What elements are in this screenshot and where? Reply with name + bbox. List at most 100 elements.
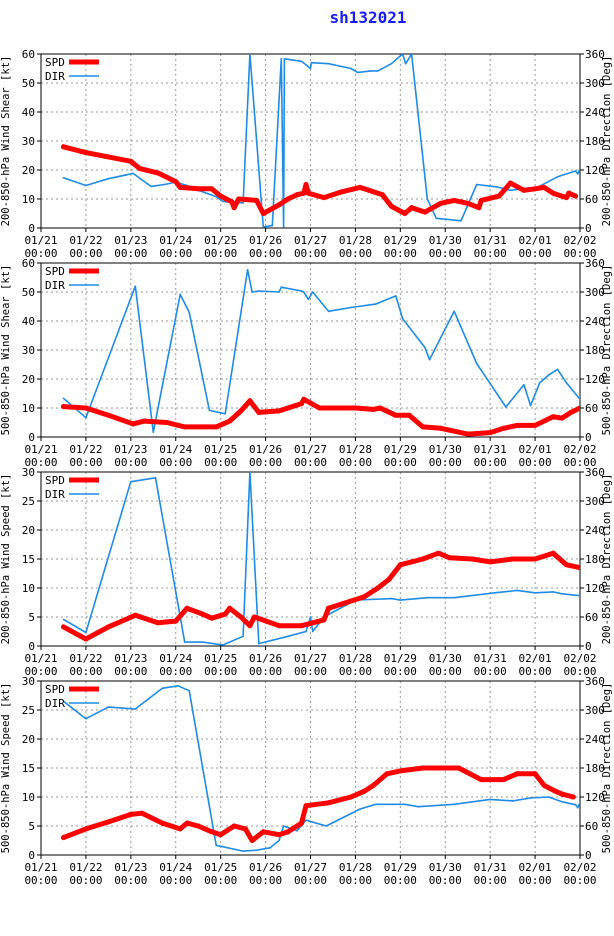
dir-point — [242, 850, 244, 852]
spd-point — [487, 430, 493, 436]
spd-point — [541, 782, 547, 788]
dir-point — [309, 616, 312, 618]
dir-point — [356, 71, 359, 74]
x-tick-time-label: 00:00 — [159, 665, 192, 678]
y-tick-label: 20 — [22, 733, 35, 746]
spd-point — [388, 203, 394, 209]
spd-point — [60, 404, 66, 410]
dir-point — [258, 642, 260, 645]
dir-point — [475, 362, 478, 365]
spd-point — [251, 614, 257, 620]
x-tick-date-label: 01/29 — [384, 861, 417, 874]
spd-point — [532, 771, 538, 777]
x-tick-date-label: 01/21 — [24, 443, 57, 456]
dir-point — [302, 291, 305, 293]
dir-point — [505, 406, 507, 408]
y-tick-label: 10 — [22, 791, 35, 804]
spd-point — [397, 768, 403, 774]
y2-tick-label: 360 — [585, 48, 605, 61]
legend-spd-label: SPD — [45, 265, 65, 278]
spd-point — [420, 424, 426, 430]
spd-point — [238, 408, 244, 414]
dir-point — [258, 290, 260, 292]
spd-point — [184, 820, 190, 826]
dir-point — [246, 268, 249, 271]
x-tick-time-label: 00:00 — [294, 874, 327, 887]
spd-point — [83, 150, 89, 156]
dir-point — [208, 409, 211, 412]
spd-point — [550, 550, 556, 556]
dir-point — [134, 285, 137, 288]
spd-point — [209, 615, 215, 621]
dir-point — [390, 62, 393, 65]
y2-tick-label: 180 — [585, 135, 605, 148]
spd-point — [386, 576, 392, 582]
spd-point — [218, 832, 224, 838]
spd-point — [303, 182, 309, 187]
dir-point — [377, 70, 379, 72]
spd-point — [436, 550, 442, 556]
x-tick-time-label: 00:00 — [24, 665, 57, 678]
dir-point — [85, 416, 87, 419]
x-tick-time-label: 00:00 — [339, 456, 372, 469]
spd-point — [465, 200, 471, 206]
x-tick-date-label: 01/21 — [24, 861, 57, 874]
y-tick-label: 15 — [22, 553, 35, 566]
legend-dir-label: DIR — [45, 488, 65, 501]
dir-point — [426, 198, 429, 200]
dir-point — [309, 67, 312, 70]
y-tick-label: 30 — [22, 466, 35, 479]
dir-point — [460, 219, 462, 222]
y2-tick-label: 360 — [585, 257, 605, 270]
y-tick-label: 10 — [22, 193, 35, 206]
spd-point — [299, 401, 305, 407]
x-tick-date-label: 01/24 — [159, 443, 192, 456]
x-tick-time-label: 00:00 — [204, 247, 237, 260]
x-tick-time-label: 00:00 — [339, 247, 372, 260]
dir-point — [404, 62, 407, 65]
spd-point — [128, 158, 134, 164]
spd-point — [339, 189, 345, 195]
x-tick-date-label: 01/25 — [204, 652, 237, 665]
y-tick-label: 5 — [28, 820, 35, 833]
spd-point — [316, 405, 322, 411]
x-tick-date-label: 01/30 — [429, 652, 462, 665]
x-tick-time-label: 00:00 — [429, 247, 462, 260]
spd-point — [438, 200, 444, 206]
spd-point — [532, 422, 538, 428]
spd-point — [469, 556, 475, 562]
spd-point — [155, 620, 161, 626]
spd-point — [352, 405, 358, 411]
spd-point — [456, 765, 462, 771]
spd-point — [501, 777, 507, 783]
spd-point — [242, 826, 248, 832]
spd-point — [276, 623, 282, 629]
spd-point — [231, 823, 237, 829]
x-tick-time-label: 00:00 — [69, 456, 102, 469]
spd-point — [105, 412, 111, 418]
dir-point — [401, 54, 404, 55]
spd-point — [209, 186, 215, 192]
x-tick-date-label: 01/21 — [24, 234, 57, 247]
y2-tick-label: 120 — [585, 164, 605, 177]
x-tick-date-label: 01/22 — [69, 443, 102, 456]
spd-point — [510, 556, 516, 562]
x-tick-date-label: 01/25 — [204, 234, 237, 247]
x-tick-time-label: 00:00 — [474, 247, 507, 260]
y2-tick-label: 300 — [585, 77, 605, 90]
dir-point — [428, 358, 431, 361]
spd-point — [83, 826, 89, 832]
dir-point — [556, 368, 559, 371]
spd-point — [260, 829, 266, 835]
dir-point — [561, 801, 563, 803]
y2-tick-label: 240 — [585, 106, 605, 119]
x-tick-time-label: 00:00 — [563, 247, 596, 260]
x-tick-time-label: 00:00 — [294, 247, 327, 260]
y2-axis-label: 200-850-hPa Direction [Deg] — [601, 474, 613, 645]
legend-dir-label: DIR — [45, 279, 65, 292]
chart-panel-4: 05101520253006012018024030036001/2100:00… — [0, 675, 613, 887]
y-tick-label: 20 — [22, 373, 35, 386]
spd-point — [465, 431, 471, 437]
legend-spd-label: SPD — [45, 683, 65, 696]
spd-point — [164, 420, 170, 425]
